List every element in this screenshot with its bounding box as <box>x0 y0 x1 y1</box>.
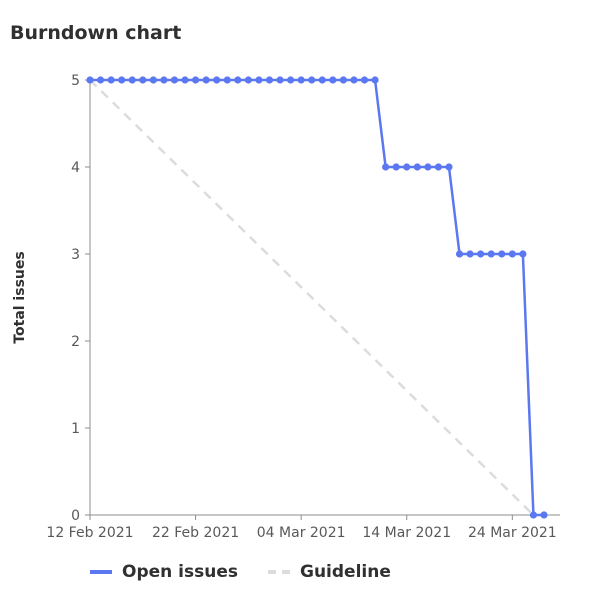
legend-label-open-issues: Open issues <box>122 562 238 582</box>
data-point-open-issues-42 <box>529 511 538 519</box>
y-tick-label-4: 4 <box>71 160 80 176</box>
data-point-open-issues-9 <box>181 76 189 84</box>
data-point-open-issues-22 <box>318 76 326 84</box>
data-point-open-issues-43 <box>540 511 548 519</box>
x-tick-label-0: 12 Feb 2021 <box>46 525 133 541</box>
y-tick-label-3: 3 <box>71 247 80 263</box>
data-point-open-issues-11 <box>202 76 210 84</box>
data-point-open-issues-17 <box>265 76 274 84</box>
legend-swatch-open-issues <box>90 570 112 574</box>
data-point-open-issues-6 <box>149 76 157 84</box>
data-point-open-issues-38 <box>487 250 495 258</box>
data-point-open-issues-7 <box>160 76 168 84</box>
data-point-open-issues-36 <box>466 250 474 258</box>
data-point-open-issues-0 <box>86 76 94 84</box>
data-point-open-issues-19 <box>287 76 295 84</box>
data-point-open-issues-40 <box>508 250 516 258</box>
y-tick-label-1: 1 <box>71 421 80 437</box>
data-point-open-issues-25 <box>350 76 358 84</box>
data-point-open-issues-14 <box>234 76 242 84</box>
legend: Open issues Guideline <box>90 562 391 582</box>
legend-item-guideline[interactable]: Guideline <box>268 562 391 582</box>
axes: 0 1 2 3 4 5 12 Feb 2021 22 Feb 2021 04 Mar 2021 1… <box>12 73 560 541</box>
x-tick-label-4: 24 Mar 2021 <box>468 525 557 541</box>
data-point-open-issues-8 <box>170 76 179 84</box>
legend-swatch-guideline <box>268 570 290 574</box>
y-axis-title: Total issues <box>12 251 28 343</box>
legend-label-guideline: Guideline <box>300 562 391 582</box>
data-point-open-issues-2 <box>107 76 115 84</box>
data-point-open-issues-41 <box>519 250 527 258</box>
series-line-open-issues <box>90 78 544 517</box>
y-tick-label-0: 0 <box>71 508 80 524</box>
data-point-open-issues-39 <box>498 250 506 258</box>
series-layer <box>86 76 548 519</box>
data-point-open-issues-10 <box>191 76 200 84</box>
data-point-open-issues-31 <box>413 163 421 171</box>
series-line-guideline <box>89 79 535 516</box>
data-point-open-issues-3 <box>118 76 126 84</box>
data-point-open-issues-30 <box>403 163 411 171</box>
data-point-open-issues-23 <box>329 76 337 84</box>
x-tick-label-2: 04 Mar 2021 <box>257 525 346 541</box>
chart-title: Burndown chart <box>10 22 182 44</box>
data-point-open-issues-32 <box>424 163 432 171</box>
data-point-open-issues-28 <box>382 163 390 171</box>
data-point-open-issues-15 <box>244 76 252 84</box>
data-point-open-issues-27 <box>371 76 379 84</box>
data-point-open-issues-35 <box>455 250 464 258</box>
x-tick-label-3: 14 Mar 2021 <box>362 525 451 541</box>
data-point-open-issues-12 <box>213 76 221 84</box>
chart-plot: 0 1 2 3 4 5 12 Feb 2021 22 Feb 2021 04 Mar 2021 1… <box>12 73 560 541</box>
data-point-open-issues-1 <box>96 76 105 84</box>
data-point-open-issues-29 <box>392 163 400 171</box>
data-point-open-issues-37 <box>477 250 485 258</box>
x-tick-label-1: 22 Feb 2021 <box>152 525 239 541</box>
data-point-open-issues-20 <box>297 76 305 84</box>
data-point-open-issues-13 <box>223 76 231 84</box>
legend-item-open-issues[interactable]: Open issues <box>90 562 238 582</box>
data-point-open-issues-26 <box>360 76 369 84</box>
data-point-open-issues-16 <box>255 76 263 84</box>
data-point-open-issues-21 <box>308 76 316 84</box>
y-tick-label-2: 2 <box>71 334 80 350</box>
data-point-open-issues-24 <box>339 76 347 84</box>
data-point-open-issues-5 <box>139 76 147 84</box>
data-point-open-issues-34 <box>445 163 453 171</box>
y-tick-label-5: 5 <box>71 73 80 89</box>
data-point-open-issues-4 <box>128 76 136 84</box>
data-point-open-issues-18 <box>276 76 284 84</box>
data-point-open-issues-33 <box>434 163 443 171</box>
